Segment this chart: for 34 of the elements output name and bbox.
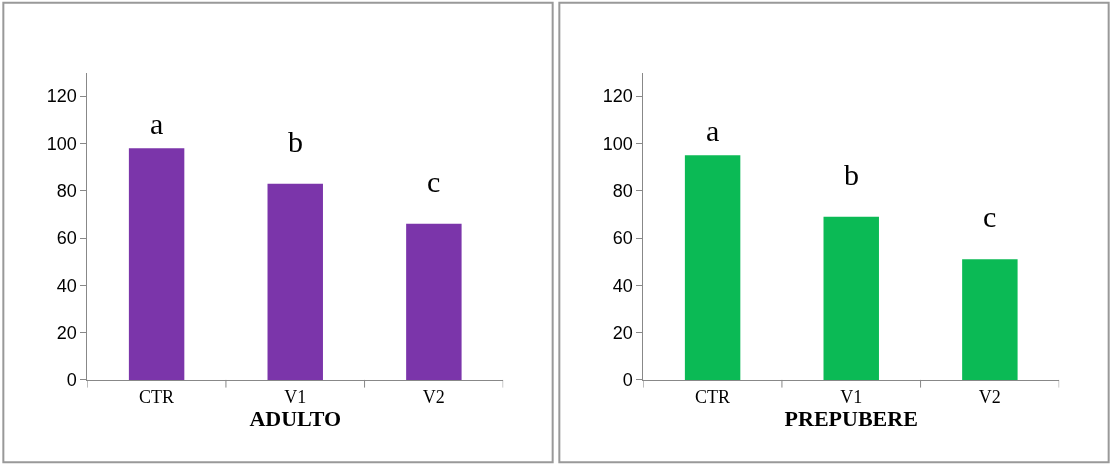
annotation: b — [844, 158, 859, 191]
y-tick-label: 80 — [612, 181, 633, 202]
bar — [267, 183, 323, 380]
y-tick-label: 40 — [612, 275, 633, 296]
y-tick-label: 0 — [622, 370, 633, 391]
y-tick-label: 0 — [66, 370, 77, 391]
annotation: a — [150, 107, 164, 140]
x-tick-label: V1 — [840, 386, 863, 407]
bar — [684, 155, 741, 380]
annotation: c — [427, 165, 441, 198]
x-axis-title: PREPUBERE — [784, 406, 918, 432]
y-tick-label: 20 — [56, 322, 77, 343]
bar — [128, 148, 185, 380]
annotation: c — [983, 200, 997, 233]
y-tick-label: 120 — [46, 86, 77, 107]
y-tick-label: 120 — [602, 86, 633, 107]
y-tick-label: 20 — [612, 322, 633, 343]
y-tick-label: 60 — [56, 228, 77, 249]
y-tick-label: 80 — [56, 181, 77, 202]
bar — [962, 259, 1018, 380]
annotation: a — [706, 114, 720, 147]
bar — [823, 216, 879, 380]
annotation: b — [288, 125, 303, 158]
x-tick-label: CTR — [139, 386, 175, 407]
y-tick-label: 60 — [612, 228, 633, 249]
x-tick-label: V1 — [284, 386, 307, 407]
y-tick-label: 100 — [602, 133, 633, 154]
x-tick-label: V2 — [978, 386, 1001, 407]
x-tick-label: CTR — [695, 386, 731, 407]
x-tick-label: V2 — [422, 386, 445, 407]
x-axis-title: ADULTO — [249, 406, 342, 432]
y-tick-label: 40 — [56, 275, 77, 296]
bar — [406, 223, 462, 380]
y-tick-label: 100 — [46, 133, 77, 154]
